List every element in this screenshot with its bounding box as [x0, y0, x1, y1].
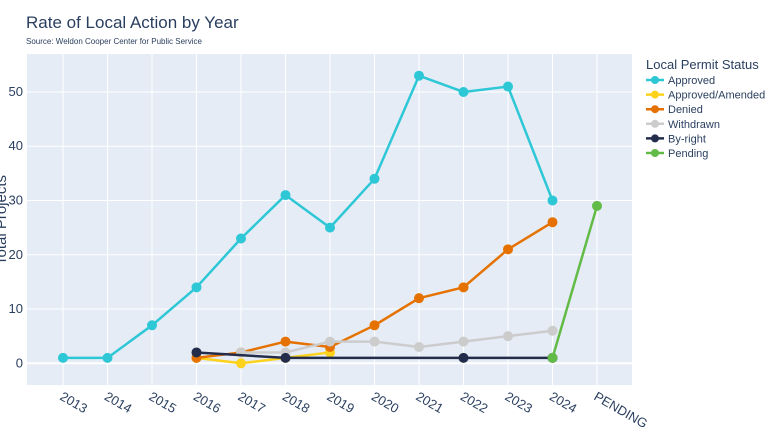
y-tick-label: 20	[9, 247, 23, 262]
series-approved	[58, 70, 558, 363]
data-point[interactable]	[58, 352, 68, 363]
series-line	[241, 329, 553, 354]
y-tick-label: 10	[9, 301, 23, 316]
data-point[interactable]	[414, 70, 424, 81]
x-tick-label: 2021	[414, 389, 447, 416]
data-point[interactable]	[414, 342, 424, 353]
x-tick-label: 2016	[191, 389, 224, 416]
data-point[interactable]	[458, 282, 469, 293]
series-line	[196, 351, 553, 360]
legend-item[interactable]: Withdrawn	[646, 119, 720, 131]
legend-item[interactable]: Approved	[646, 75, 715, 87]
data-point[interactable]	[236, 233, 246, 244]
y-tick-label: 0	[16, 355, 23, 370]
legend-label: Withdrawn	[668, 119, 720, 131]
data-point[interactable]	[414, 293, 424, 304]
legend-label: Pending	[668, 148, 708, 160]
gridlines	[27, 54, 632, 385]
data-point[interactable]	[147, 320, 157, 331]
data-point[interactable]	[369, 320, 380, 331]
series-line	[196, 351, 331, 365]
y-axis-title: Total Projects	[0, 175, 10, 265]
x-tick-label: 2017	[236, 389, 269, 416]
data-point[interactable]	[325, 222, 335, 233]
data-point[interactable]	[547, 352, 558, 363]
data-point[interactable]	[503, 331, 513, 342]
data-point[interactable]	[280, 190, 291, 201]
data-point[interactable]	[547, 217, 558, 228]
data-point[interactable]	[102, 352, 113, 363]
legend-label: Approved/Amended	[668, 90, 765, 102]
x-tick-label: 2022	[458, 389, 491, 416]
x-tick-label: 2020	[369, 389, 402, 416]
data-point[interactable]	[236, 358, 246, 369]
legend-marker	[651, 90, 659, 99]
legend-item[interactable]: Denied	[646, 104, 703, 116]
x-tick-label: 2014	[102, 389, 135, 416]
data-point[interactable]	[369, 336, 380, 347]
legend: Local Permit Status Approved Approved/Ame…	[646, 57, 765, 160]
data-point[interactable]	[369, 173, 380, 184]
data-point[interactable]	[191, 347, 202, 358]
series-pending	[547, 200, 602, 363]
x-tick-label: PENDING	[592, 389, 651, 432]
chart-title: Rate of Local Action by Year	[26, 13, 239, 32]
series-group	[58, 70, 602, 369]
legend-title: Local Permit Status	[646, 57, 759, 72]
legend-item[interactable]: By-right	[646, 133, 706, 145]
series-withdrawn	[236, 325, 558, 358]
data-point[interactable]	[280, 336, 291, 347]
legend-marker	[651, 105, 659, 114]
x-tick-label: 2015	[147, 389, 180, 416]
data-point[interactable]	[458, 86, 469, 97]
data-point[interactable]	[592, 200, 602, 211]
data-point[interactable]	[503, 81, 513, 92]
chart-subtitle: Source: Weldon Cooper Center for Public …	[26, 37, 202, 46]
data-point[interactable]	[325, 336, 335, 347]
y-tick-labels: 0 10 20 30 40 50	[9, 84, 23, 370]
x-tick-label: 2019	[325, 389, 358, 416]
legend-marker	[651, 119, 659, 128]
data-point[interactable]	[547, 195, 558, 206]
legend-item[interactable]: Approved/Amended	[646, 90, 765, 102]
data-point[interactable]	[280, 352, 291, 363]
legend-label: By-right	[668, 133, 706, 145]
legend-marker	[651, 149, 659, 157]
x-tick-labels: 2013 2014 2015 2016 2017 2018 2019 2020 2021 2022…	[58, 389, 651, 432]
data-point[interactable]	[191, 282, 202, 293]
data-point[interactable]	[503, 244, 513, 255]
legend-item[interactable]: Pending	[646, 148, 708, 160]
data-point[interactable]	[458, 352, 469, 363]
x-tick-label: 2013	[58, 389, 91, 416]
legend-marker	[651, 76, 659, 84]
legend-marker	[651, 134, 659, 143]
data-point[interactable]	[547, 325, 558, 336]
series-line	[63, 74, 554, 360]
series-line	[551, 205, 599, 359]
legend-label: Approved	[668, 75, 715, 87]
x-tick-label: 2023	[503, 389, 536, 416]
y-tick-label: 30	[9, 193, 23, 208]
legend-label: Denied	[668, 104, 703, 116]
series-denied	[191, 217, 558, 363]
data-point[interactable]	[458, 336, 469, 347]
y-tick-label: 50	[9, 84, 23, 99]
x-tick-label: 2018	[280, 389, 313, 416]
x-tick-label: 2024	[547, 389, 580, 416]
y-tick-label: 40	[9, 138, 23, 153]
